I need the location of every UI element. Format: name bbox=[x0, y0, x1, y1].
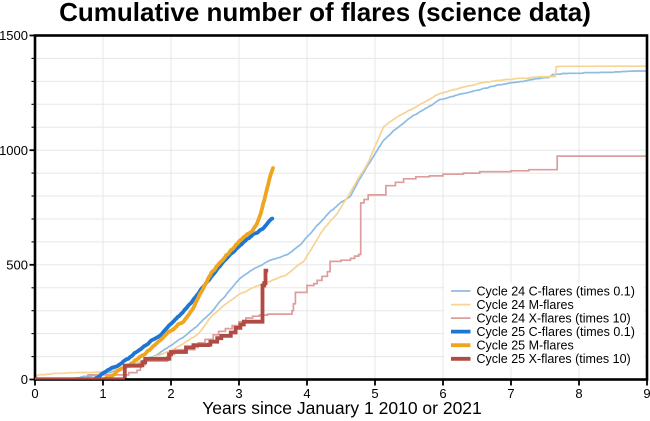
svg-text:Cycle 24 X-flares (times 10): Cycle 24 X-flares (times 10) bbox=[477, 312, 631, 326]
svg-text:500: 500 bbox=[6, 257, 28, 272]
svg-text:6: 6 bbox=[439, 386, 446, 401]
svg-text:Cumulative number of flares (s: Cumulative number of flares (science dat… bbox=[59, 0, 591, 27]
svg-text:0: 0 bbox=[21, 372, 28, 387]
svg-text:9: 9 bbox=[643, 386, 650, 401]
svg-text:1000: 1000 bbox=[0, 143, 28, 158]
svg-text:4: 4 bbox=[303, 386, 310, 401]
svg-text:1: 1 bbox=[99, 386, 106, 401]
svg-text:1500: 1500 bbox=[0, 28, 28, 43]
svg-text:7: 7 bbox=[507, 386, 514, 401]
svg-text:2: 2 bbox=[167, 386, 174, 401]
svg-text:Years since January 1 2010 or: Years since January 1 2010 or 2021 bbox=[202, 398, 482, 418]
svg-text:0: 0 bbox=[31, 386, 38, 401]
svg-text:3: 3 bbox=[235, 386, 242, 401]
svg-text:Cycle 24 C-flares (times 0.1): Cycle 24 C-flares (times 0.1) bbox=[477, 284, 635, 298]
svg-text:Cycle 25 C-flares (times 0.1): Cycle 25 C-flares (times 0.1) bbox=[477, 325, 635, 339]
svg-text:Cycle 24 M-flares: Cycle 24 M-flares bbox=[477, 298, 574, 312]
svg-text:Cycle 25 X-flares (times 10): Cycle 25 X-flares (times 10) bbox=[477, 352, 631, 366]
svg-text:5: 5 bbox=[371, 386, 378, 401]
svg-text:Cycle 25 M-flares: Cycle 25 M-flares bbox=[477, 339, 574, 353]
svg-text:8: 8 bbox=[575, 386, 582, 401]
